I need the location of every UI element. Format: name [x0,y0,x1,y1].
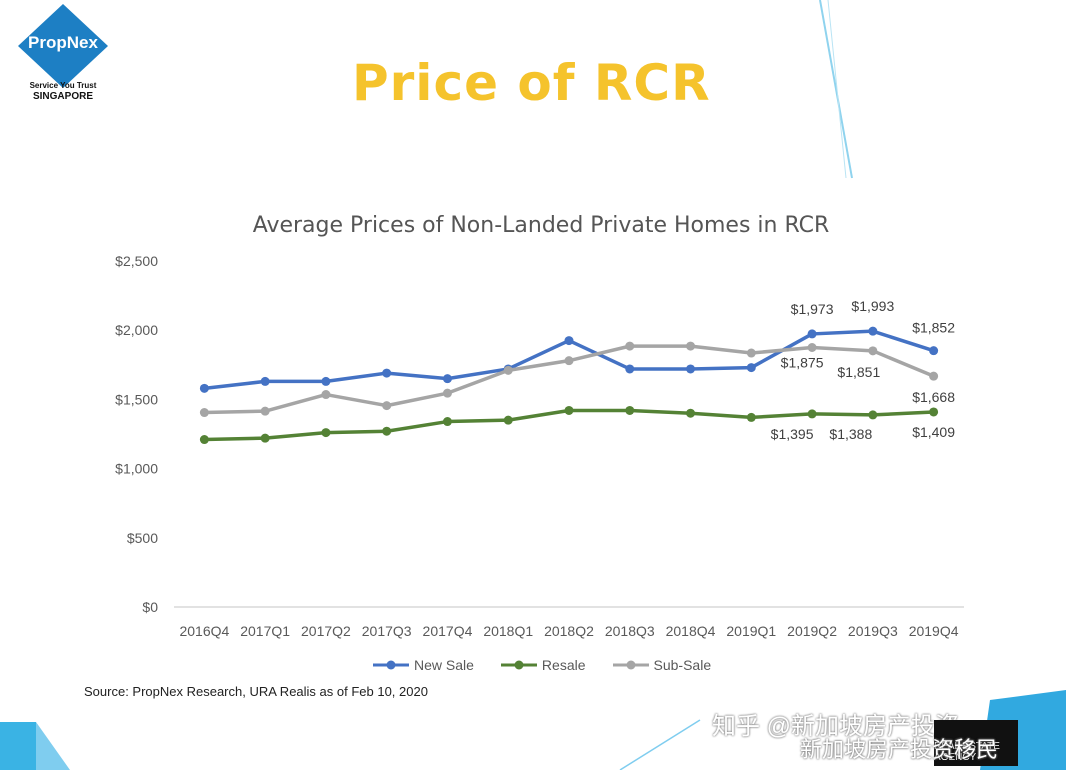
data-point [868,346,878,356]
logo-name: PropNex [28,33,98,52]
chart-title: Average Prices of Non-Landed Private Hom… [253,213,830,238]
data-point [442,417,452,427]
legend-swatch [500,660,537,670]
data-label: $1,973 [791,301,834,317]
data-label: $1,851 [837,364,880,380]
y-tick-label: $0 [142,599,158,615]
logo-tagline: Service You Trust [30,81,97,90]
data-point [503,365,513,375]
legend-item: Resale [500,657,586,673]
x-tick-label: 2019Q3 [848,623,898,639]
legend-label: Resale [541,657,586,673]
data-point [199,383,209,393]
x-tick-label: 2017Q1 [240,623,290,639]
propnex-logo: PropNex Service You Trust SINGAPORE [18,4,108,102]
data-point [625,364,635,374]
weibo-watermark: 新加坡房产投资移民 [800,737,999,762]
y-tick-label: $2,500 [115,253,158,269]
data-point [746,363,756,373]
legend-item: New Sale [372,657,474,673]
data-point [746,348,756,358]
data-label: $1,993 [851,298,894,314]
agency-logo-text: REAL ESTATE AGENCY [934,741,1000,763]
x-tick-label: 2019Q1 [726,623,776,639]
data-point [321,390,331,400]
data-point [807,409,817,419]
data-point [321,376,331,386]
data-point [382,426,392,436]
legend-swatch [612,660,649,670]
data-point [868,326,878,336]
x-tick-label: 2017Q2 [301,623,351,639]
chart-legend: New Sale Resale Sub-Sale [372,657,711,673]
x-tick-label: 2017Q3 [362,623,412,639]
data-point [199,435,209,445]
data-point [868,410,878,420]
data-point [260,376,270,386]
data-point [564,336,574,346]
data-point [321,428,331,438]
data-point [442,374,452,384]
data-point [686,341,696,351]
logo-diamond [18,4,108,88]
data-point [625,405,635,415]
x-tick-label: 2016Q4 [179,623,229,639]
slide-title: Price of RCR [352,54,711,112]
data-label: $1,875 [781,355,824,371]
x-tick-label: 2018Q1 [483,623,533,639]
data-point [503,415,513,425]
data-point [686,408,696,418]
data-point [382,401,392,411]
x-tick-label: 2019Q2 [787,623,837,639]
legend-label: New Sale [414,657,474,673]
data-point [929,346,939,356]
agency-logo: REAL ESTATE AGENCY [934,720,1018,766]
zhihu-watermark: 知乎 @新加坡房产投资 [712,713,960,740]
y-tick-label: $1,000 [115,461,158,477]
data-point [746,412,756,422]
data-label: $1,409 [912,424,955,440]
data-label: $1,852 [912,320,955,336]
data-point [260,406,270,416]
y-tick-label: $500 [127,530,158,546]
x-tick-label: 2018Q3 [605,623,655,639]
data-label: $1,395 [771,426,814,442]
data-point [929,371,939,381]
data-label: $1,668 [912,389,955,405]
data-point [199,408,209,418]
y-tick-label: $2,000 [115,322,158,338]
logo-country: SINGAPORE [33,91,93,102]
data-point [564,405,574,415]
data-point [382,368,392,378]
data-point [260,433,270,443]
x-tick-label: 2019Q4 [909,623,959,639]
data-point [929,407,939,417]
y-tick-label: $1,500 [115,391,158,407]
data-point [807,329,817,339]
data-point [564,356,574,366]
data-point [686,364,696,374]
legend-label: Sub-Sale [653,657,712,673]
legend-item: Sub-Sale [612,657,712,673]
source-note: Source: PropNex Research, URA Realis as … [84,684,428,699]
data-point [807,343,817,352]
data-point [442,388,452,398]
series-line-2 [204,344,935,415]
data-point [625,341,635,351]
data-label: $1,388 [829,426,872,442]
x-tick-label: 2018Q4 [666,623,716,639]
x-tick-label: 2018Q2 [544,623,594,639]
legend-swatch [373,660,409,670]
x-tick-label: 2017Q4 [423,623,473,639]
